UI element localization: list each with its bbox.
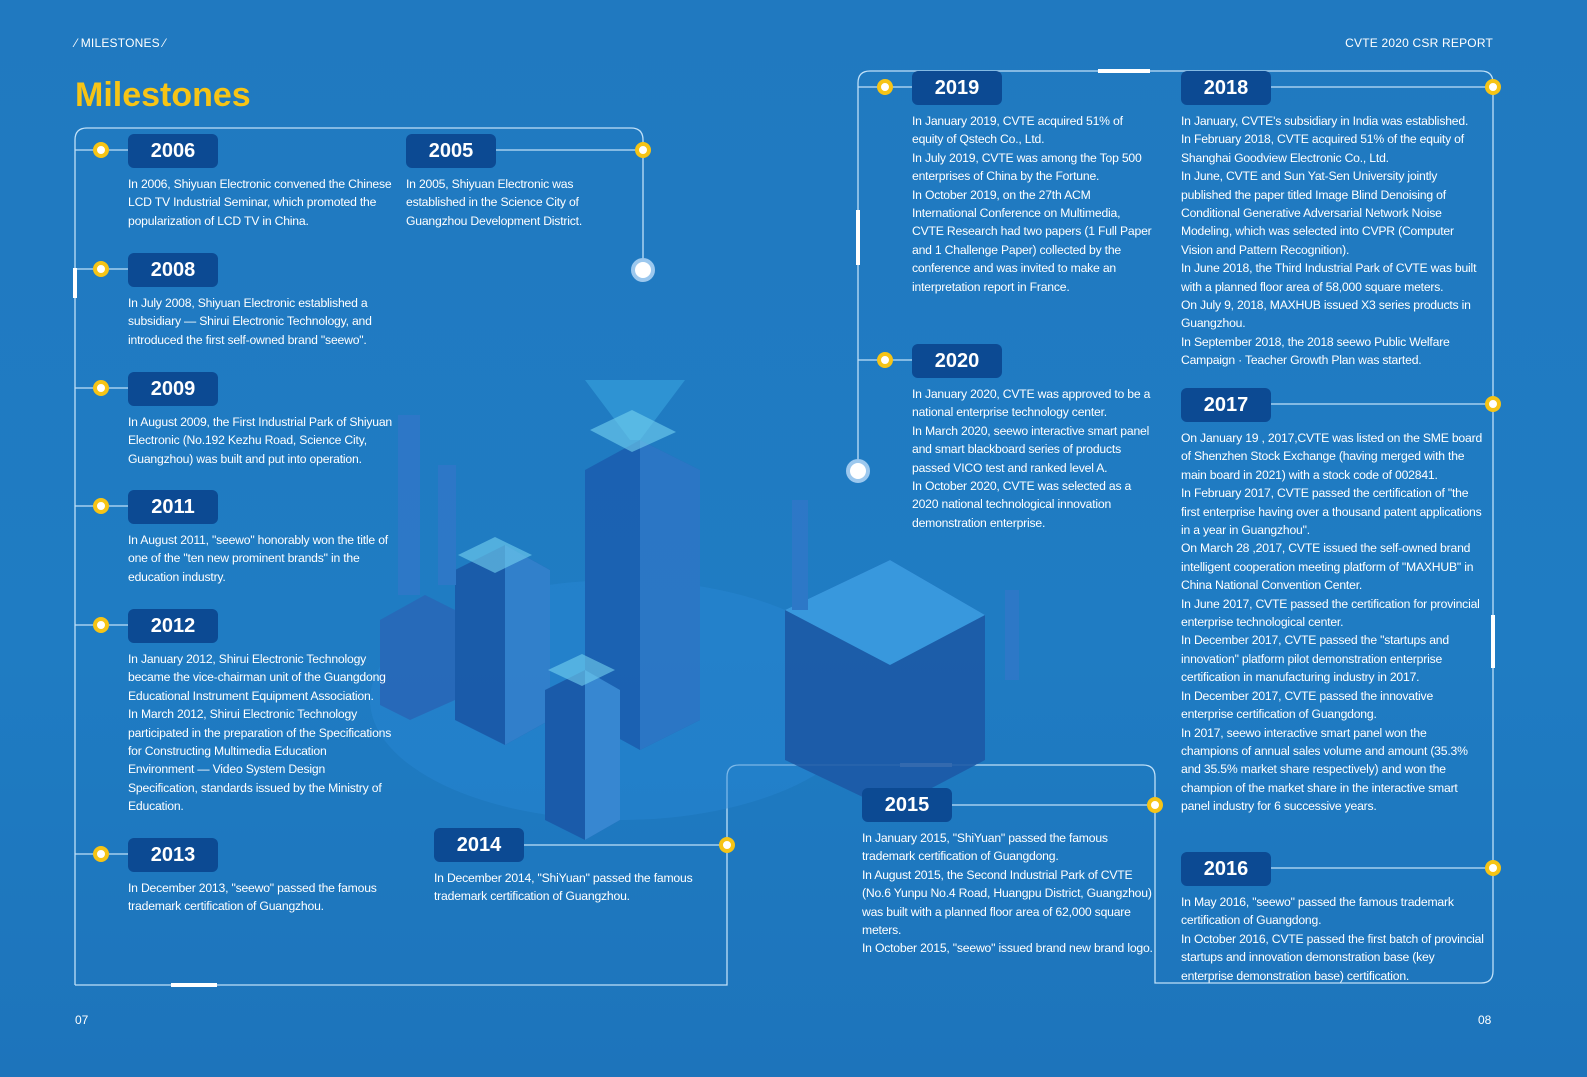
year-badge: 2012 xyxy=(128,609,218,643)
milestone-text: In July 2008, Shiyuan Electronic establi… xyxy=(128,294,393,349)
milestone-item: In October 2015, "seewo" issued brand ne… xyxy=(862,941,1153,956)
timeline-dot-icon xyxy=(877,352,893,368)
timeline-dot-icon xyxy=(93,617,109,633)
year-badge: 2008 xyxy=(128,253,218,287)
milestone-item: In December 2013, "seewo" passed the fam… xyxy=(128,881,377,914)
milestone-item: In May 2016, "seewo" passed the famous t… xyxy=(1181,895,1454,928)
milestone-item: In January, CVTE's subsidiary in India w… xyxy=(1181,114,1469,128)
year-badge: 2018 xyxy=(1181,71,1271,105)
timeline-dot-icon xyxy=(877,79,893,95)
timeline-dot-icon xyxy=(1485,79,1501,95)
milestone-item: In June, CVTE and Sun Yat-Sen University… xyxy=(1181,169,1454,257)
timeline-node xyxy=(631,258,655,282)
section-label: ⁄ MILESTONES ⁄ xyxy=(75,36,166,50)
milestone-item: In August 2015, the Second Industrial Pa… xyxy=(862,867,1152,938)
milestone-item: In March 2020, seewo interactive smart p… xyxy=(912,423,1150,475)
timeline-dot-icon xyxy=(1147,797,1163,813)
milestone-item: In July 2008, Shiyuan Electronic establi… xyxy=(128,296,372,347)
year-badge: 2016 xyxy=(1181,852,1271,886)
milestone-item: In October 2016, CVTE passed the first b… xyxy=(1181,931,1484,983)
milestone-item: In January 2019, CVTE acquired 51% of eq… xyxy=(912,114,1123,147)
milestone-item: On March 28 ,2017, CVTE issued the self-… xyxy=(1181,541,1474,593)
year-badge: 2015 xyxy=(862,788,952,822)
milestone-item: In August 2009, the First Industrial Par… xyxy=(128,415,392,466)
timeline-dot-icon xyxy=(1485,396,1501,412)
milestone-item: In October 2019, on the 27th ACM Interna… xyxy=(912,187,1152,294)
year-badge: 2017 xyxy=(1181,388,1271,422)
milestone-item: In 2005, Shiyuan Electronic was establis… xyxy=(406,177,583,228)
timeline-dot-icon xyxy=(1485,860,1501,876)
milestone-item: In 2006, Shiyuan Electronic convened the… xyxy=(128,177,392,228)
page-number-right: 08 xyxy=(1478,1013,1492,1027)
milestone-text: In January 2020, CVTE was approved to be… xyxy=(912,385,1154,532)
milestone-text: In January 2019, CVTE acquired 51% of eq… xyxy=(912,112,1152,296)
page-title: Milestones xyxy=(75,76,251,114)
year-badge: 2014 xyxy=(434,828,524,862)
page-number-left: 07 xyxy=(75,1013,89,1027)
year-badge: 2013 xyxy=(128,838,218,872)
timeline-dot-icon xyxy=(93,380,109,396)
milestone-text: In 2006, Shiyuan Electronic convened the… xyxy=(128,175,393,230)
milestone-item: In August 2011, "seewo" honorably won th… xyxy=(128,533,388,584)
year-badge: 2009 xyxy=(128,372,218,406)
milestone-item: On July 9, 2018, MAXHUB issued X3 series… xyxy=(1181,298,1471,331)
report-title: CVTE 2020 CSR REPORT xyxy=(1345,36,1493,50)
milestone-text: In 2005, Shiyuan Electronic was establis… xyxy=(406,175,606,230)
timeline-dot-icon xyxy=(93,846,109,862)
milestone-text: In August 2009, the First Industrial Par… xyxy=(128,413,393,468)
timeline-dot-icon xyxy=(635,142,651,158)
milestone-item: In October 2020, CVTE was selected as a … xyxy=(912,479,1132,530)
milestone-item: In 2017, seewo interactive smart panel w… xyxy=(1181,725,1468,814)
milestone-item: In January 2012, Shirui Electronic Techn… xyxy=(128,652,386,703)
milestone-item: In June 2018, the Third Industrial Park … xyxy=(1181,261,1477,294)
timeline-dot-icon xyxy=(93,261,109,277)
milestone-text: In January 2015, "ShiYuan" passed the fa… xyxy=(862,829,1154,958)
timeline-dot-icon xyxy=(93,498,109,514)
milestone-item: On January 19 , 2017,CVTE was listed on … xyxy=(1181,431,1483,482)
year-badge: 2019 xyxy=(912,71,1002,105)
milestone-item: In December 2014, "ShiYuan" passed the f… xyxy=(434,871,693,904)
milestone-text: On January 19 , 2017,CVTE was listed on … xyxy=(1181,429,1486,816)
milestone-text: In August 2011, "seewo" honorably won th… xyxy=(128,531,393,586)
milestone-text: In January, CVTE's subsidiary in India w… xyxy=(1181,112,1486,370)
milestone-text: In January 2012, Shirui Electronic Techn… xyxy=(128,650,393,816)
milestone-text: In December 2014, "ShiYuan" passed the f… xyxy=(434,869,709,906)
city-illustration xyxy=(370,380,1019,840)
milestone-item: In December 2017, CVTE passed the "start… xyxy=(1181,633,1449,685)
milestone-item: In March 2012, Shirui Electronic Technol… xyxy=(128,707,392,814)
year-badge: 2020 xyxy=(912,344,1002,378)
milestone-item: In February 2017, CVTE passed the certif… xyxy=(1181,486,1482,538)
year-badge: 2011 xyxy=(128,490,218,524)
milestone-item: In December 2017, CVTE passed the innova… xyxy=(1181,688,1434,722)
year-badge: 2005 xyxy=(406,134,496,168)
milestone-item: In July 2019, CVTE was among the Top 500… xyxy=(912,150,1142,184)
milestone-text: In December 2013, "seewo" passed the fam… xyxy=(128,879,393,916)
timeline-node xyxy=(846,459,870,483)
milestone-item: In January 2020, CVTE was approved to be… xyxy=(912,387,1151,420)
milestone-item: In February 2018, CVTE acquired 51% of t… xyxy=(1181,132,1464,165)
milestone-item: In January 2015, "ShiYuan" passed the fa… xyxy=(862,831,1108,864)
timeline-dot-icon xyxy=(93,142,109,158)
milestone-item: In June 2017, CVTE passed the certificat… xyxy=(1181,596,1480,630)
timeline-dot-icon xyxy=(719,837,735,853)
year-badge: 2006 xyxy=(128,134,218,168)
milestone-item: In September 2018, the 2018 seewo Public… xyxy=(1181,334,1450,368)
milestone-text: In May 2016, "seewo" passed the famous t… xyxy=(1181,893,1486,985)
